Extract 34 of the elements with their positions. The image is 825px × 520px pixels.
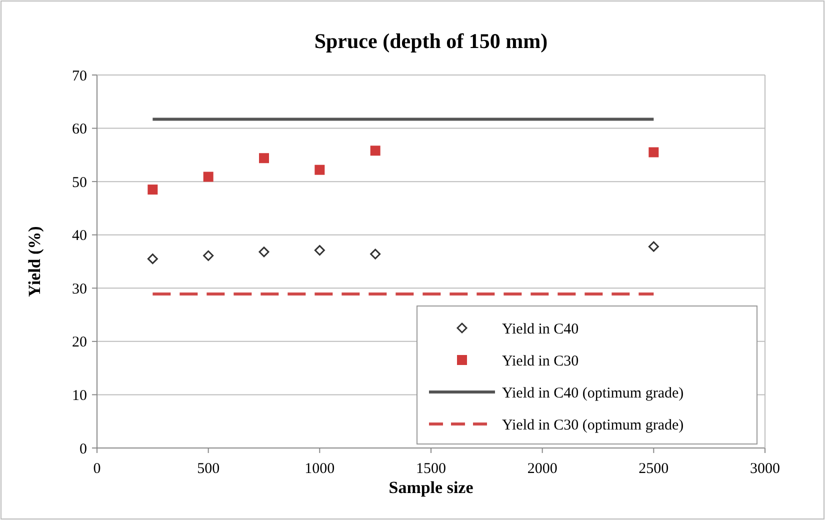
legend-label: Yield in C30 — [502, 353, 579, 370]
point — [314, 164, 325, 175]
legend-label: Yield in C40 (optimum grade) — [502, 385, 684, 402]
point — [259, 153, 269, 164]
point — [203, 250, 214, 261]
y-tick-label: 40 — [72, 228, 87, 244]
x-tick-label: 500 — [197, 461, 220, 477]
point — [648, 241, 659, 252]
y-tick-label: 0 — [80, 441, 87, 458]
point — [148, 184, 158, 195]
x-tick-label: 1000 — [304, 461, 335, 477]
y-tick-label: 70 — [72, 68, 87, 84]
x-axis-title: Sample size — [388, 478, 474, 497]
legend-label: Yield in C30 (optimum grade) — [502, 417, 684, 434]
x-tick-label: 3000 — [750, 461, 780, 477]
chart-title: Spruce (depth of 150 mm) — [314, 29, 548, 53]
point — [314, 245, 325, 256]
y-tick-label: 10 — [72, 388, 87, 404]
legend-label: Yield in C40 — [502, 321, 579, 338]
y-tick-label: 30 — [72, 281, 87, 298]
x-tick-label: 2000 — [527, 461, 558, 477]
point — [147, 254, 158, 264]
x-tick-label: 0 — [93, 461, 101, 477]
point — [203, 172, 214, 182]
y-tick-label: 60 — [72, 122, 87, 138]
y-axis-title: Yield (%) — [25, 226, 44, 297]
x-tick-label: 1500 — [416, 461, 446, 477]
point — [370, 248, 381, 260]
point — [258, 246, 270, 258]
y-tick-label: 50 — [72, 174, 87, 191]
point — [370, 146, 380, 156]
point — [648, 147, 659, 158]
y-tick-label: 20 — [72, 334, 87, 351]
x-tick-label: 2500 — [638, 461, 669, 477]
